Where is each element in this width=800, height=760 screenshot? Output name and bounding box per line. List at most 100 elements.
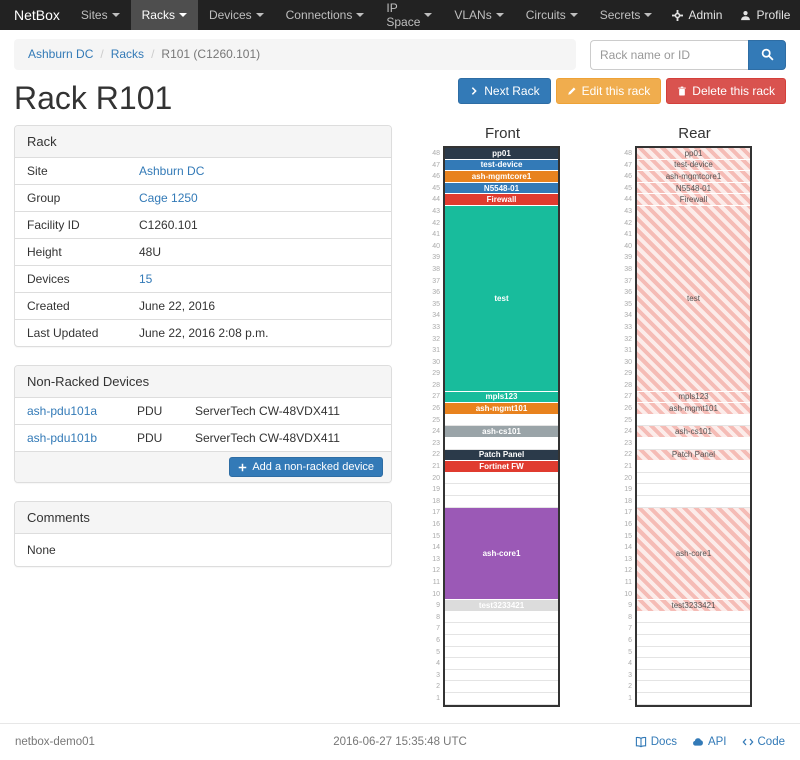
nav-item-sites[interactable]: Sites <box>70 0 131 30</box>
rack-unit-empty <box>445 414 558 427</box>
unit-number: 14 <box>624 544 632 552</box>
rack-device-firewall[interactable]: Firewall <box>637 194 750 206</box>
rack-unit-empty <box>637 646 750 659</box>
rack-device-ash-mgmt101[interactable]: ash-mgmt101 <box>445 403 558 415</box>
rack-device-mpls123[interactable]: mpls123 <box>445 391 558 404</box>
rack-unit-empty <box>445 681 558 694</box>
rack-device-n5548-01[interactable]: N5548-01 <box>637 182 750 195</box>
nav-item-admin[interactable]: Admin <box>663 0 731 30</box>
breadcrumb-link-racks[interactable]: Racks <box>110 47 145 61</box>
unit-number: 37 <box>624 277 632 285</box>
add-nonracked-device-button[interactable]: Add a non-racked device <box>229 457 383 477</box>
footer-link-docs[interactable]: Docs <box>635 736 677 748</box>
footer-link-code[interactable]: Code <box>742 736 785 748</box>
unit-number: 19 <box>624 486 632 494</box>
rack-unit-empty <box>637 495 750 508</box>
unit-number: 29 <box>432 370 440 378</box>
nav-item-devices[interactable]: Devices <box>198 0 275 30</box>
rack-unit-empty <box>637 414 750 427</box>
rack-device-ash-mgmt101[interactable]: ash-mgmt101 <box>637 403 750 415</box>
unit-number: 6 <box>628 636 632 644</box>
unit-number: 47 <box>624 161 632 169</box>
rack-device-patch-panel[interactable]: Patch Panel <box>445 449 558 462</box>
rack-unit-empty <box>637 658 750 670</box>
attr-value: 48U <box>127 238 391 266</box>
unit-number: 44 <box>432 196 440 204</box>
rack-device-ash-cs101[interactable]: ash-cs101 <box>637 426 750 438</box>
device-link[interactable]: ash-pdu101a <box>27 404 98 418</box>
rack-device-test-device[interactable]: test-device <box>445 159 558 172</box>
next-rack-button[interactable]: Next Rack <box>458 78 551 104</box>
unit-number: 28 <box>624 381 632 389</box>
rack-device-n5548-01[interactable]: N5548-01 <box>445 182 558 195</box>
rack-device-ash-cs101[interactable]: ash-cs101 <box>445 426 558 438</box>
unit-number: 29 <box>624 370 632 378</box>
nav-item-connections[interactable]: Connections <box>275 0 376 30</box>
attr-value: June 22, 2016 2:08 p.m. <box>127 319 391 346</box>
caret-down-icon <box>356 13 365 17</box>
attr-label: Last Updated <box>15 319 127 346</box>
unit-number: 10 <box>624 590 632 598</box>
nav-item-circuits[interactable]: Circuits <box>515 0 589 30</box>
rack-device-ash-mgmtcore1[interactable]: ash-mgmtcore1 <box>637 171 750 183</box>
plus-icon <box>239 463 247 471</box>
rear-unit-numbers: 48 47 46 45 44 43 42 41 40 39 38 37 36 35 34 33 32 31 30 29… <box>618 146 635 707</box>
breadcrumb-link-site[interactable]: Ashburn DC <box>28 47 94 61</box>
rack-unit-empty <box>445 472 558 485</box>
delete-rack-button[interactable]: Delete this rack <box>666 78 786 104</box>
nav-item-profile[interactable]: Profile <box>731 0 799 30</box>
rack-device-test[interactable]: test <box>445 205 558 392</box>
unit-number: 40 <box>624 242 632 250</box>
nav-item-secrets[interactable]: Secrets <box>589 0 664 30</box>
attr-value-link[interactable]: 15 <box>139 272 153 286</box>
unit-number: 38 <box>432 265 440 273</box>
footer-link-label: Docs <box>650 735 677 748</box>
device-link[interactable]: ash-pdu101b <box>27 431 98 445</box>
rack-info-body: Site Ashburn DC Group Cage 1250 Facility ID C… <box>15 158 391 346</box>
breadcrumb: Ashburn DC / Racks / R101 (C1260.101) <box>14 39 576 70</box>
rack-device-firewall[interactable]: Firewall <box>445 194 558 206</box>
nav-right: AdminProfileLog out <box>663 0 800 30</box>
rack-device-pp01[interactable]: pp01 <box>637 148 750 160</box>
rack-info-row: Last Updated June 22, 2016 2:08 p.m. <box>15 319 391 346</box>
code-icon <box>742 736 754 748</box>
nav-item-label: Sites <box>80 8 108 22</box>
search-input[interactable] <box>590 39 748 70</box>
nav-item-racks[interactable]: Racks <box>130 0 198 30</box>
rack-device-fortinet-fw[interactable]: Fortinet FW <box>445 461 558 473</box>
rack-unit-empty <box>637 611 750 624</box>
rack-device-test3233421[interactable]: test3233421 <box>445 600 558 612</box>
footer-link-api[interactable]: API <box>692 736 727 748</box>
edit-rack-button[interactable]: Edit this rack <box>555 78 662 104</box>
attr-value-link[interactable]: Cage 1250 <box>139 191 198 205</box>
device-model: ServerTech CW-48VDX411 <box>195 404 340 418</box>
unit-number: 27 <box>432 393 440 401</box>
rack-device-test3233421[interactable]: test3233421 <box>637 600 750 612</box>
nav-item-vlans[interactable]: VLANs <box>443 0 514 30</box>
comments-panel-heading: Comments <box>15 502 391 534</box>
rack-device-test[interactable]: test <box>637 205 750 392</box>
rack-device-ash-core1[interactable]: ash-core1 <box>637 507 750 601</box>
footer-link-label: API <box>707 735 727 748</box>
rack-device-patch-panel[interactable]: Patch Panel <box>637 449 750 462</box>
attr-value-link[interactable]: Ashburn DC <box>139 164 205 178</box>
rack-device-test-device[interactable]: test-device <box>637 159 750 172</box>
unit-number: 19 <box>432 486 440 494</box>
unit-number: 32 <box>432 335 440 343</box>
cloud-icon <box>692 736 704 748</box>
rack-unit-empty <box>637 669 750 682</box>
rack-device-pp01[interactable]: pp01 <box>445 148 558 160</box>
nav-item-label: Circuits <box>525 8 566 22</box>
rack-unit-empty <box>445 635 558 647</box>
rack-device-ash-core1[interactable]: ash-core1 <box>445 507 558 601</box>
rack-unit-empty <box>445 658 558 670</box>
unit-number: 39 <box>624 254 632 262</box>
rack-unit-empty <box>445 484 558 496</box>
device-model: ServerTech CW-48VDX411 <box>183 424 391 451</box>
rack-unit-empty <box>637 693 750 705</box>
brand[interactable]: NetBox <box>14 7 60 23</box>
rack-device-mpls123[interactable]: mpls123 <box>637 391 750 404</box>
rack-device-ash-mgmtcore1[interactable]: ash-mgmtcore1 <box>445 171 558 183</box>
search-button[interactable] <box>748 39 786 70</box>
nav-item-ip-space[interactable]: IP Space <box>375 0 443 30</box>
